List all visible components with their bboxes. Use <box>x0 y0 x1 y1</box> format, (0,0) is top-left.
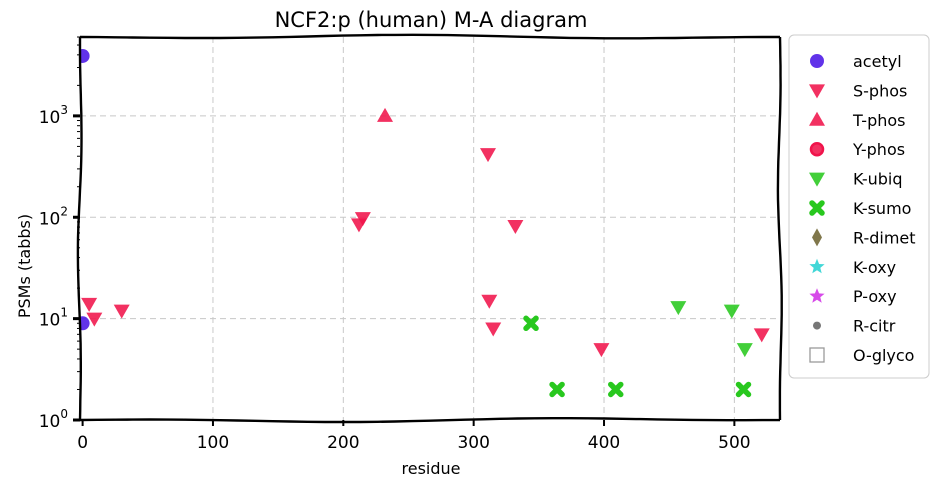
data-point-acetyl <box>80 316 90 331</box>
legend-label: P-oxy <box>853 287 897 306</box>
data-point-s-phos <box>354 212 371 227</box>
data-point-s-phos <box>485 322 502 337</box>
legend-marker <box>809 84 825 99</box>
grid-lines <box>80 37 780 420</box>
legend-marker <box>809 141 825 157</box>
data-point-s-phos <box>593 343 610 358</box>
legend-marker <box>809 288 825 303</box>
legend-label: T-phos <box>852 111 906 130</box>
x-axis-label: residue <box>402 459 461 478</box>
legend-marker <box>809 200 825 216</box>
data-point-t-phos <box>377 107 394 122</box>
x-tick-label: 100 <box>197 433 229 453</box>
legend-marker <box>813 321 821 330</box>
legend-item: S-phos <box>809 81 907 100</box>
y-tick-label: 101 <box>39 306 68 331</box>
chart-title: NCF2:p (human) M-A diagram <box>275 8 588 32</box>
plot-frame <box>76 33 783 424</box>
data-point-k-ubiq <box>670 301 687 316</box>
legend-item: R-citr <box>813 317 896 336</box>
legend-item: K-oxy <box>809 258 896 277</box>
y-tick-label: 102 <box>39 204 68 229</box>
legend-item: Y-phos <box>809 140 905 159</box>
x-tick-label: 500 <box>718 433 750 453</box>
legend-label: K-sumo <box>853 199 911 218</box>
legend-marker <box>812 228 822 247</box>
y-tick-label: 100 <box>39 407 68 432</box>
legend-marker <box>809 111 825 126</box>
data-point-acetyl <box>80 48 90 63</box>
legend-items: acetyl S-phos T-phos Y-phos K-ubiq K-sumo R-di… <box>809 52 916 365</box>
legend-label: S-phos <box>853 81 907 100</box>
x-tick-label: 400 <box>588 433 620 453</box>
legend-label: acetyl <box>853 52 902 71</box>
legend-marker <box>810 54 824 68</box>
legend: acetyl S-phos T-phos Y-phos K-ubiq K-sumo R-di… <box>788 34 930 379</box>
legend-marker <box>809 172 825 187</box>
y-axis-label: PSMs (tabbs) <box>15 214 34 318</box>
data-point-k-sumo <box>608 381 624 398</box>
data-point-s-phos <box>113 304 130 319</box>
legend-label: O-glyco <box>853 346 914 365</box>
data-point-k-sumo <box>735 381 752 398</box>
legend-label: Y-phos <box>852 140 905 159</box>
legend-item: P-oxy <box>809 287 897 306</box>
data-points <box>80 48 770 398</box>
x-tick-label: 300 <box>457 433 489 453</box>
legend-item: K-sumo <box>809 199 911 218</box>
axis-ticks: 0 100 200 300 400 500 100 101 102 103 <box>39 36 751 453</box>
legend-marker <box>809 258 825 274</box>
data-point-s-phos <box>753 328 770 343</box>
x-tick-label: 200 <box>327 433 359 453</box>
legend-label: K-ubiq <box>853 170 902 189</box>
data-point-k-sumo <box>523 315 539 332</box>
legend-label: R-citr <box>853 317 896 336</box>
data-point-s-phos <box>81 297 98 312</box>
data-point-s-phos <box>86 312 103 327</box>
legend-item: acetyl <box>810 52 902 71</box>
legend-item: T-phos <box>809 111 906 130</box>
legend-item: K-ubiq <box>809 170 902 189</box>
legend-label: R-dimet <box>853 228 916 247</box>
data-point-s-phos <box>481 294 498 309</box>
data-point-k-ubiq <box>736 343 753 358</box>
y-tick-label: 103 <box>39 103 68 128</box>
data-point-k-ubiq <box>723 304 740 319</box>
legend-marker <box>809 347 825 363</box>
x-tick-label: 0 <box>77 433 88 453</box>
legend-label: K-oxy <box>853 258 896 277</box>
data-point-k-sumo <box>549 381 565 398</box>
legend-item: O-glyco <box>809 346 914 365</box>
legend-item: R-dimet <box>812 228 916 247</box>
legend-box <box>788 34 930 379</box>
data-point-s-phos <box>507 219 524 234</box>
data-point-s-phos <box>480 148 497 163</box>
